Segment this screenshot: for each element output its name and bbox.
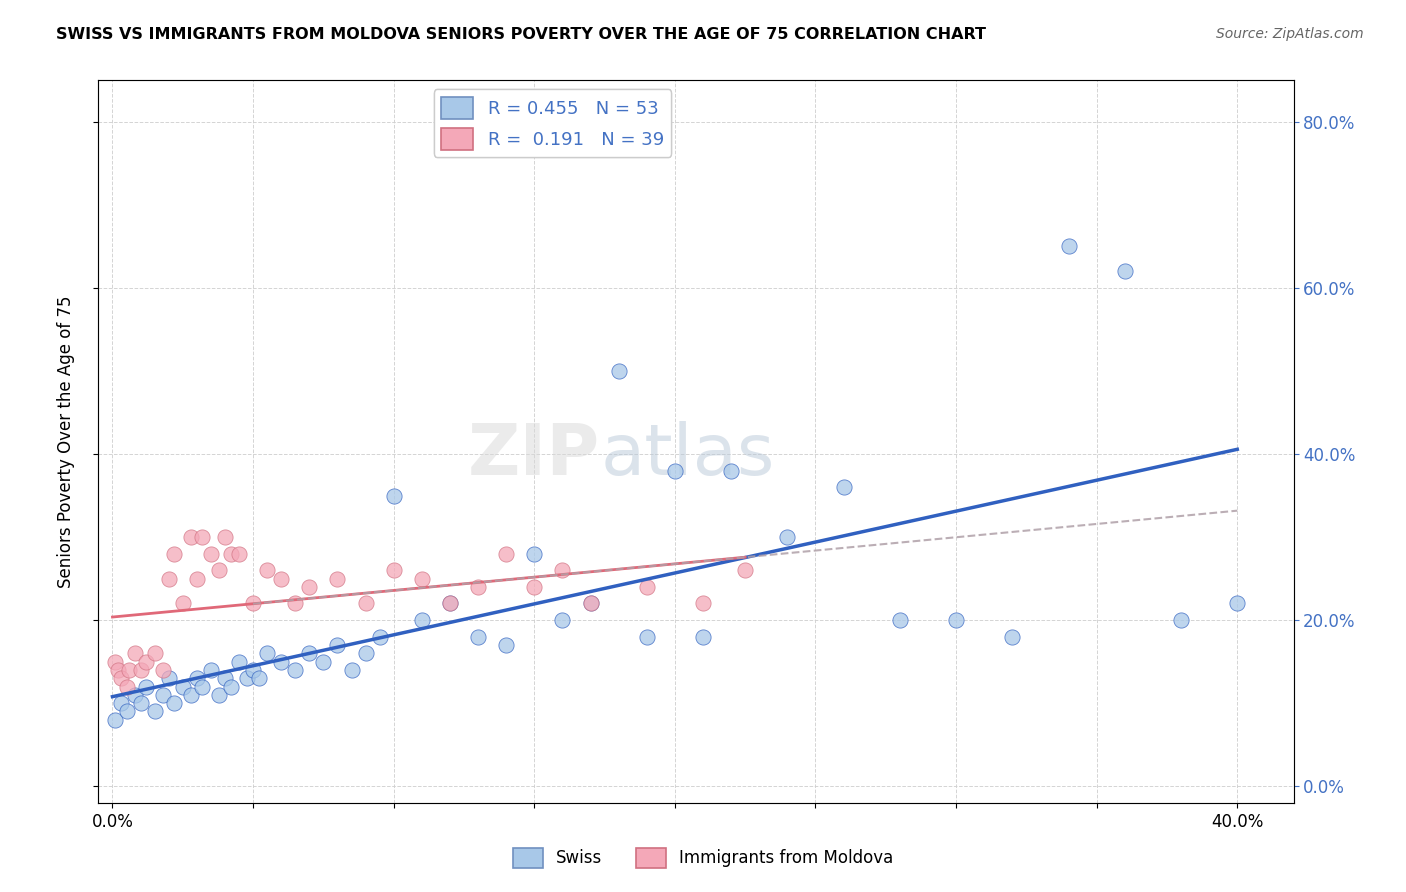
Point — [200, 547, 222, 561]
Legend: Swiss, Immigrants from Moldova: Swiss, Immigrants from Moldova — [506, 841, 900, 875]
Point — [157, 671, 180, 685]
Point — [208, 563, 231, 577]
Point — [326, 638, 349, 652]
Point — [579, 597, 602, 611]
Point — [129, 696, 152, 710]
Point — [200, 663, 222, 677]
Text: Source: ZipAtlas.com: Source: ZipAtlas.com — [1216, 27, 1364, 41]
Point — [163, 547, 186, 561]
Point — [284, 597, 307, 611]
Point — [270, 572, 292, 586]
Point — [1001, 630, 1024, 644]
Point — [214, 671, 236, 685]
Point — [236, 671, 259, 685]
Point — [411, 572, 433, 586]
Point — [186, 572, 208, 586]
Point — [1114, 264, 1136, 278]
Point — [107, 663, 129, 677]
Point — [143, 646, 166, 660]
Point — [368, 630, 391, 644]
Point — [551, 613, 574, 627]
Point — [256, 646, 278, 660]
Point — [607, 364, 630, 378]
Point — [110, 671, 132, 685]
Point — [354, 597, 377, 611]
Point — [354, 646, 377, 660]
Point — [124, 688, 146, 702]
Point — [298, 646, 321, 660]
Point — [382, 563, 405, 577]
Point — [467, 630, 489, 644]
Point — [776, 530, 799, 544]
Point — [1226, 597, 1249, 611]
Point — [495, 547, 517, 561]
Point — [284, 663, 307, 677]
Text: ZIP: ZIP — [468, 422, 600, 491]
Point — [439, 597, 461, 611]
Point — [129, 663, 152, 677]
Point — [945, 613, 967, 627]
Point — [172, 680, 194, 694]
Point — [180, 688, 202, 702]
Point — [208, 688, 231, 702]
Point — [228, 655, 250, 669]
Point — [242, 597, 264, 611]
Point — [1170, 613, 1192, 627]
Text: atlas: atlas — [600, 422, 775, 491]
Point — [551, 563, 574, 577]
Point — [523, 580, 546, 594]
Point — [228, 547, 250, 561]
Point — [495, 638, 517, 652]
Point — [172, 597, 194, 611]
Point — [312, 655, 335, 669]
Point — [124, 646, 146, 660]
Point — [1057, 239, 1080, 253]
Point — [832, 480, 855, 494]
Point — [326, 572, 349, 586]
Point — [214, 530, 236, 544]
Y-axis label: Seniors Poverty Over the Age of 75: Seniors Poverty Over the Age of 75 — [56, 295, 75, 588]
Point — [157, 572, 180, 586]
Point — [163, 696, 186, 710]
Point — [411, 613, 433, 627]
Point — [115, 705, 138, 719]
Point — [110, 696, 132, 710]
Point — [152, 663, 174, 677]
Point — [104, 655, 127, 669]
Point — [135, 680, 157, 694]
Point — [720, 464, 742, 478]
Point — [256, 563, 278, 577]
Point — [523, 547, 546, 561]
Point — [692, 597, 714, 611]
Point — [152, 688, 174, 702]
Point — [467, 580, 489, 594]
Point — [135, 655, 157, 669]
Legend: R = 0.455   N = 53, R =  0.191   N = 39: R = 0.455 N = 53, R = 0.191 N = 39 — [433, 89, 672, 157]
Point — [664, 464, 686, 478]
Point — [118, 663, 141, 677]
Point — [219, 680, 242, 694]
Point — [180, 530, 202, 544]
Point — [734, 563, 756, 577]
Text: SWISS VS IMMIGRANTS FROM MOLDOVA SENIORS POVERTY OVER THE AGE OF 75 CORRELATION : SWISS VS IMMIGRANTS FROM MOLDOVA SENIORS… — [56, 27, 986, 42]
Point — [242, 663, 264, 677]
Point — [636, 630, 658, 644]
Point — [115, 680, 138, 694]
Point — [191, 530, 214, 544]
Point — [298, 580, 321, 594]
Point — [191, 680, 214, 694]
Point — [692, 630, 714, 644]
Point — [439, 597, 461, 611]
Point — [104, 713, 127, 727]
Point — [143, 705, 166, 719]
Point — [186, 671, 208, 685]
Point — [579, 597, 602, 611]
Point — [636, 580, 658, 594]
Point — [219, 547, 242, 561]
Point — [889, 613, 911, 627]
Point — [340, 663, 363, 677]
Point — [247, 671, 270, 685]
Point — [382, 489, 405, 503]
Point — [270, 655, 292, 669]
